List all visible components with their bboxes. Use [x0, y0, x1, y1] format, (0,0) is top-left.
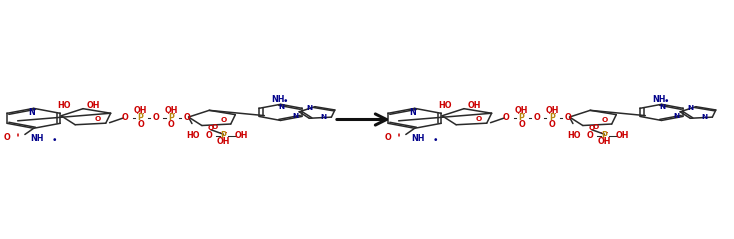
Text: ·: ·	[606, 129, 608, 138]
Text: OH: OH	[515, 106, 528, 115]
Text: ·: ·	[553, 110, 557, 119]
Text: O: O	[122, 113, 128, 122]
Text: O: O	[534, 113, 540, 122]
Text: N: N	[660, 104, 666, 110]
Text: •: •	[432, 136, 438, 145]
Text: O: O	[95, 116, 101, 122]
Text: HO: HO	[567, 131, 581, 140]
Text: P: P	[169, 113, 175, 122]
Text: OH: OH	[597, 137, 611, 146]
Text: ·: ·	[219, 129, 222, 138]
Text: OH: OH	[217, 137, 230, 146]
Text: N: N	[673, 114, 680, 120]
Text: ·: ·	[167, 110, 170, 119]
Text: NH: NH	[411, 134, 424, 143]
Text: OH: OH	[87, 101, 100, 110]
Text: O: O	[601, 117, 608, 123]
Text: N: N	[321, 114, 327, 120]
Text: O: O	[137, 120, 144, 129]
Text: N: N	[410, 108, 416, 117]
Text: O: O	[592, 124, 598, 130]
Text: O: O	[184, 113, 190, 122]
Text: •: •	[664, 98, 669, 106]
Text: NH: NH	[653, 95, 666, 103]
Text: O: O	[564, 113, 571, 122]
Text: OH: OH	[164, 106, 178, 115]
Text: OH: OH	[615, 131, 629, 140]
Text: ·: ·	[172, 110, 176, 119]
Text: O: O	[476, 116, 482, 122]
Text: OH: OH	[468, 101, 481, 110]
Text: O: O	[549, 120, 556, 129]
Text: N: N	[687, 105, 694, 111]
Text: ·: ·	[142, 110, 145, 119]
Text: P: P	[220, 131, 226, 140]
Text: O: O	[4, 133, 11, 142]
Text: ·: ·	[548, 110, 551, 119]
Text: N: N	[29, 108, 35, 117]
Text: O: O	[518, 120, 525, 129]
Text: O: O	[153, 113, 159, 122]
Text: P: P	[550, 113, 556, 122]
Text: ·: ·	[523, 110, 526, 119]
Text: OH: OH	[134, 106, 148, 115]
Text: ·: ·	[600, 129, 603, 138]
Text: •: •	[51, 136, 57, 145]
Text: O: O	[503, 113, 509, 122]
Text: O: O	[220, 117, 227, 123]
Text: O: O	[587, 131, 594, 140]
Text: ·: ·	[517, 110, 520, 119]
Text: O: O	[208, 125, 214, 131]
Text: HO: HO	[186, 131, 200, 140]
Text: O: O	[211, 124, 217, 130]
Text: P: P	[138, 113, 144, 122]
Text: P: P	[519, 113, 525, 122]
Text: O: O	[206, 131, 213, 140]
Text: HO: HO	[57, 101, 70, 110]
Text: NH: NH	[30, 134, 43, 143]
Text: N: N	[279, 104, 285, 110]
Text: O: O	[385, 133, 392, 142]
Text: HO: HO	[438, 101, 451, 110]
Text: N: N	[306, 105, 313, 111]
Text: OH: OH	[545, 106, 559, 115]
Text: P: P	[601, 131, 607, 140]
Text: •: •	[283, 98, 288, 106]
Text: OH: OH	[234, 131, 248, 140]
Text: O: O	[168, 120, 175, 129]
Text: O: O	[589, 125, 595, 131]
Text: N: N	[702, 114, 708, 120]
Text: ·: ·	[137, 110, 139, 119]
Text: ·: ·	[225, 129, 228, 138]
Text: NH: NH	[272, 95, 285, 103]
Text: N: N	[292, 114, 299, 120]
